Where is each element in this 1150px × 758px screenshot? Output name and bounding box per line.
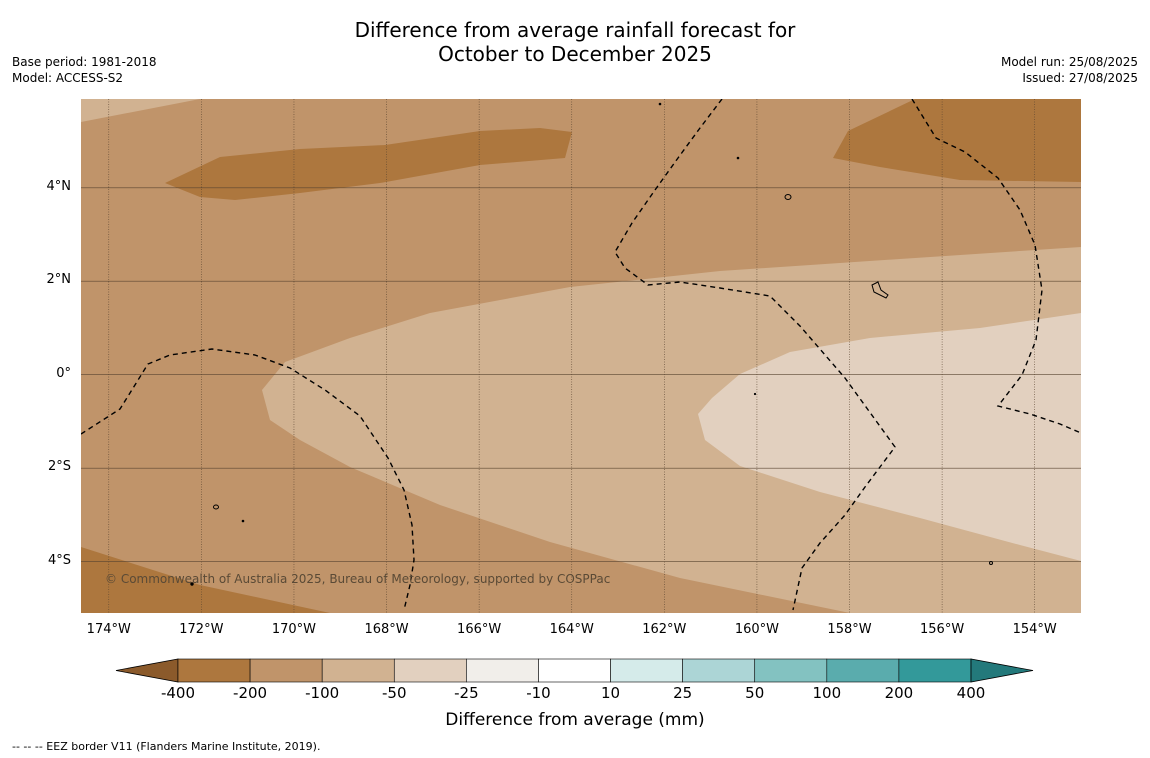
issued-text: Issued: 27/08/2025 <box>1022 71 1138 85</box>
colorbar-tick-label: 100 <box>812 684 842 702</box>
colorbar-under-triangle <box>115 658 179 683</box>
copyright-notice: © Commonwealth of Australia 2025, Bureau… <box>105 572 611 586</box>
island-h <box>753 392 757 396</box>
colorbar-tick-label: -400 <box>160 684 196 702</box>
lon-tick-label: 154°W <box>1012 622 1057 637</box>
colorbar-segment <box>610 658 683 683</box>
colorbar-segment <box>754 658 828 683</box>
meta-right: Model run: 25/08/2025 Issued: 27/08/2025 <box>1001 54 1138 86</box>
lat-tick-label: 0° <box>56 365 71 381</box>
region-lightest-core <box>698 313 1081 561</box>
island-c <box>213 504 219 510</box>
lon-tick-label: 162°W <box>642 622 687 637</box>
island-g <box>241 519 245 523</box>
map-title-line1: Difference from average rainfall forecas… <box>354 18 796 42</box>
eez-footnote: -- -- -- EEZ border V11 (Flanders Marine… <box>12 740 321 753</box>
island-d <box>989 561 993 565</box>
map-title: Difference from average rainfall forecas… <box>0 18 1150 66</box>
gridlines <box>81 99 1081 613</box>
region-topleft-light <box>81 99 200 122</box>
lon-tick-label: 158°W <box>827 622 872 637</box>
map-title-line2: October to December 2025 <box>438 42 712 66</box>
lat-tick-label: 4°N <box>46 178 72 194</box>
eez-borders <box>81 99 1081 611</box>
lon-tick-label: 160°W <box>734 622 779 637</box>
map-fill-layer <box>81 99 1081 613</box>
colorbar-segment <box>177 658 251 683</box>
lon-tick-label: 168°W <box>364 622 409 637</box>
colorbar-tick-label: -200 <box>233 684 268 702</box>
lon-tick-label: 166°W <box>457 622 502 637</box>
colorbar-over-triangle <box>970 658 1034 683</box>
region-bottomleft-dark <box>81 547 330 613</box>
colorbar-segment <box>898 658 972 683</box>
colorbar-tick-label: -100 <box>305 684 340 702</box>
lon-tick-label: 170°W <box>271 622 317 637</box>
model-text: Model: ACCESS-S2 <box>12 71 124 85</box>
colorbar-tick-label: 10 <box>600 684 621 702</box>
island-i <box>190 582 194 586</box>
island-f <box>736 156 740 160</box>
island-b <box>871 281 889 299</box>
colorbar-tick-label: -25 <box>454 684 479 702</box>
colorbar-segment <box>538 658 611 683</box>
colorbar-segment <box>393 658 467 683</box>
region-upper-dark-band <box>165 128 572 200</box>
colorbar-tick-label: 400 <box>956 684 986 702</box>
rainfall-map <box>81 99 1081 613</box>
lat-tick-label: 4°S <box>47 552 71 568</box>
lon-tick-label: 164°W <box>549 622 594 637</box>
lon-tick-label: 172°W <box>179 622 224 637</box>
colorbar-segment <box>249 658 323 683</box>
island-a <box>784 194 792 200</box>
colorbar <box>115 658 1034 683</box>
model-run-text: Model run: 25/08/2025 <box>1000 55 1138 69</box>
colorbar-tick-label: -10 <box>526 684 551 702</box>
colorbar-segment <box>682 658 756 683</box>
colorbar-tick-label: 200 <box>884 684 914 702</box>
colorbar-title: Difference from average (mm) <box>445 710 705 730</box>
islands <box>190 102 993 586</box>
colorbar-segment <box>321 658 395 683</box>
lon-tick-label: 174°W <box>86 622 131 637</box>
lat-tick-label: 2°S <box>47 459 71 475</box>
base-period-text: Base period: 1981-2018 <box>12 55 157 69</box>
lat-tick-label: 2°N <box>46 272 72 288</box>
island-e <box>658 102 662 106</box>
meta-left: Base period: 1981-2018 Model: ACCESS-S2 <box>12 54 157 86</box>
region-topright-dark <box>833 99 1081 182</box>
colorbar-tick-label: 50 <box>745 684 765 702</box>
colorbar-tick-label: 25 <box>673 684 693 702</box>
colorbar-segment <box>826 658 900 683</box>
lon-tick-label: 156°W <box>920 622 965 637</box>
eez-border-central <box>614 99 896 611</box>
colorbar-segment <box>466 658 539 683</box>
colorbar-tick-label: -50 <box>382 684 407 702</box>
